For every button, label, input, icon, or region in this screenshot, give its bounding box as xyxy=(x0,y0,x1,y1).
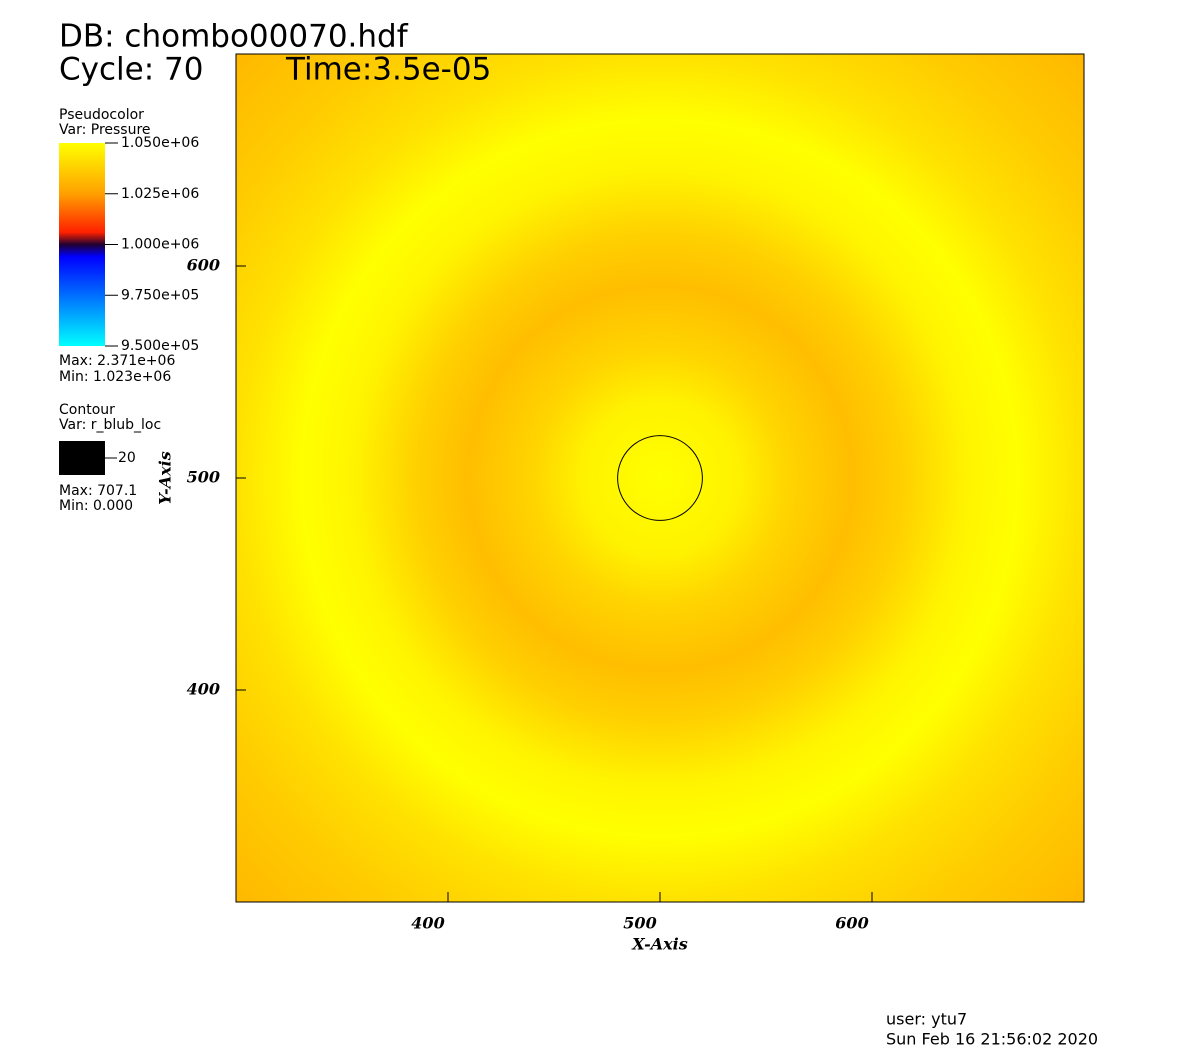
y-tick-label: 600 xyxy=(187,256,220,275)
contour-level-label: 20 xyxy=(118,450,136,466)
contour-max: Max: 707.1 xyxy=(59,483,137,499)
db-name: DB: chombo00070.hdf xyxy=(59,19,409,55)
legend-tick-label: 1.025e+06 xyxy=(121,186,199,202)
contour-var: Var: r_blub_loc xyxy=(59,417,161,433)
cycle: Cycle: 70 xyxy=(59,52,203,88)
legend-max: Max: 2.371e+06 xyxy=(59,353,175,369)
x-tick-label: 600 xyxy=(835,914,868,933)
legend-tick-label: 9.500e+05 xyxy=(121,338,199,354)
contour-min: Min: 0.000 xyxy=(59,498,133,514)
date: Sun Feb 16 21:56:02 2020 xyxy=(886,1030,1098,1049)
legend-tick-label: 1.000e+06 xyxy=(121,237,199,253)
user: user: ytu7 xyxy=(886,1010,967,1029)
color-bar xyxy=(59,143,105,346)
x-tick-label: 400 xyxy=(411,914,444,933)
legend-var: Var: Pressure xyxy=(59,122,151,138)
y-axis-label: Y-Axis xyxy=(156,451,175,505)
contour-swatch xyxy=(59,441,105,475)
contour-title: Contour xyxy=(59,402,115,418)
legend-tick-label: 1.050e+06 xyxy=(121,135,199,151)
y-tick-label: 400 xyxy=(187,680,220,699)
y-tick-label: 500 xyxy=(187,468,220,487)
contour-line xyxy=(617,435,703,521)
pressure-field xyxy=(235,53,1085,903)
x-tick-label: 500 xyxy=(623,914,656,933)
legend-title: Pseudocolor xyxy=(59,107,144,123)
time: Time:3.5e-05 xyxy=(285,52,491,88)
legend-min: Min: 1.023e+06 xyxy=(59,369,171,385)
x-axis-label: X-Axis xyxy=(631,935,688,954)
legend-tick-label: 9.750e+05 xyxy=(121,287,199,303)
